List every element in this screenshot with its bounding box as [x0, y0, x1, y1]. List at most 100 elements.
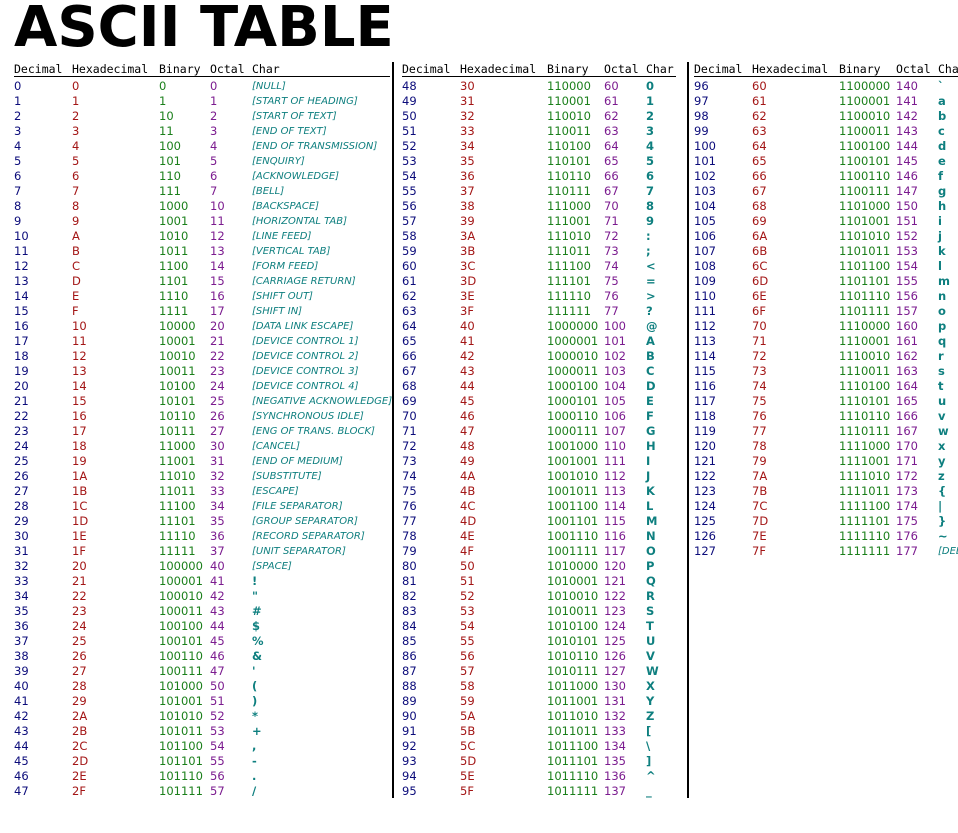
char-cell: [DEVICE CONTROL 3] [252, 366, 359, 377]
binary-cell: 1111101 [839, 514, 891, 528]
char-cell: 4 [646, 139, 655, 153]
decimal-cell: 106 [694, 229, 716, 243]
hex-cell: 72 [752, 349, 767, 363]
char-cell: [SPACE] [252, 561, 292, 572]
octal-cell: 64 [604, 139, 619, 153]
decimal-cell: 63 [402, 304, 417, 318]
hex-cell: 44 [460, 379, 475, 393]
hex-cell: 42 [460, 349, 475, 363]
binary-cell: 11011 [159, 484, 196, 498]
octal-cell: 43 [210, 604, 225, 618]
char-cell: [END OF TEXT] [252, 126, 327, 137]
decimal-cell: 24 [14, 439, 29, 453]
char-cell: x [938, 439, 946, 453]
decimal-cell: 110 [694, 289, 716, 303]
decimal-cell: 80 [402, 559, 417, 573]
char-cell: M [646, 514, 658, 528]
char-cell: S [646, 604, 655, 618]
binary-cell: 1101 [159, 274, 189, 288]
char-cell: [DEVICE CONTROL 1] [252, 336, 359, 347]
octal-cell: 164 [896, 379, 918, 393]
decimal-cell: 40 [14, 679, 29, 693]
decimal-cell: 2 [14, 109, 22, 123]
hex-cell: 49 [460, 454, 475, 468]
octal-cell: 154 [896, 259, 918, 273]
char-cell: \ [646, 739, 651, 753]
decimal-cell: 41 [14, 694, 29, 708]
decimal-cell: 50 [402, 109, 417, 123]
hex-cell: 10 [72, 319, 87, 333]
char-cell: } [938, 514, 947, 528]
octal-cell: 26 [210, 409, 225, 423]
octal-cell: 3 [210, 124, 218, 138]
binary-cell: 10111 [159, 424, 196, 438]
hex-cell: 31 [460, 94, 475, 108]
char-cell: # [252, 604, 262, 618]
column-header-decimal: Decimal [14, 62, 63, 76]
hex-cell: 6 [72, 169, 80, 183]
binary-cell: 1001110 [547, 529, 599, 543]
octal-cell: 127 [604, 664, 626, 678]
decimal-cell: 42 [14, 709, 29, 723]
hex-cell: 2F [72, 784, 86, 798]
header-underline [402, 76, 676, 77]
decimal-cell: 105 [694, 214, 716, 228]
char-cell: [SYNCHRONOUS IDLE] [252, 411, 364, 422]
decimal-cell: 103 [694, 184, 716, 198]
decimal-cell: 22 [14, 409, 29, 423]
hex-cell: 2B [72, 724, 88, 738]
hex-cell: 5A [460, 709, 476, 723]
decimal-cell: 71 [402, 424, 417, 438]
decimal-cell: 94 [402, 769, 417, 783]
binary-cell: 100000 [159, 559, 203, 573]
decimal-cell: 125 [694, 514, 716, 528]
hex-cell: 73 [752, 364, 767, 378]
char-cell: a [938, 94, 946, 108]
decimal-cell: 115 [694, 364, 716, 378]
decimal-cell: 111 [694, 304, 716, 318]
octal-cell: 142 [896, 109, 918, 123]
octal-cell: 166 [896, 409, 918, 423]
decimal-cell: 29 [14, 514, 29, 528]
octal-cell: 54 [210, 739, 225, 753]
octal-cell: 15 [210, 274, 225, 288]
hex-cell: 5C [460, 739, 476, 753]
char-cell: z [938, 469, 945, 483]
decimal-cell: 85 [402, 634, 417, 648]
octal-cell: 115 [604, 514, 626, 528]
decimal-cell: 109 [694, 274, 716, 288]
decimal-cell: 68 [402, 379, 417, 393]
binary-cell: 11101 [159, 514, 196, 528]
binary-cell: 110011 [547, 124, 591, 138]
char-cell: ; [646, 244, 651, 258]
char-cell: X [646, 679, 655, 693]
char-cell: * [252, 709, 259, 723]
binary-cell: 1000010 [547, 349, 599, 363]
hex-cell: 28 [72, 679, 87, 693]
hex-cell: 1E [72, 529, 87, 543]
char-cell: [ACKNOWLEDGE] [252, 171, 340, 182]
binary-cell: 1000111 [547, 424, 599, 438]
octal-cell: 123 [604, 604, 626, 618]
binary-cell: 1111011 [839, 484, 891, 498]
char-cell: p [938, 319, 947, 333]
binary-cell: 1000110 [547, 409, 599, 423]
char-cell: m [938, 274, 950, 288]
octal-cell: 155 [896, 274, 918, 288]
hex-cell: 3 [72, 124, 80, 138]
decimal-cell: 90 [402, 709, 417, 723]
char-cell: [HORIZONTAL TAB] [252, 216, 347, 227]
hex-cell: 54 [460, 619, 475, 633]
char-cell: [DEVICE CONTROL 4] [252, 381, 359, 392]
octal-cell: 75 [604, 274, 619, 288]
binary-cell: 1011 [159, 244, 189, 258]
decimal-cell: 28 [14, 499, 29, 513]
char-cell: [GROUP SEPARATOR] [252, 516, 358, 527]
binary-cell: 1111010 [839, 469, 891, 483]
hex-cell: 4A [460, 469, 476, 483]
hex-cell: 29 [72, 694, 87, 708]
hex-cell: 1F [72, 544, 86, 558]
octal-cell: 14 [210, 259, 225, 273]
hex-cell: 2 [72, 109, 80, 123]
binary-cell: 111 [159, 184, 181, 198]
